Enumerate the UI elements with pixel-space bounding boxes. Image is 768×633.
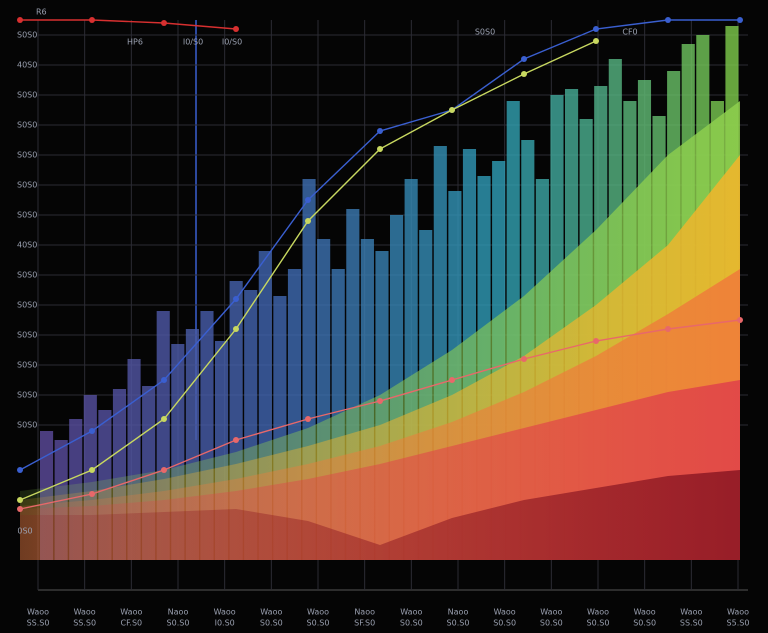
x-tick-label: Naoo [168, 608, 189, 617]
x-tick-label: Waoo [120, 608, 142, 617]
x-tick-label: Waoo [214, 608, 236, 617]
x-tick-label: SS.S0 [680, 619, 703, 628]
x-tick-label: S0.S0 [400, 619, 423, 628]
x-tick-label: Waoo [540, 608, 562, 617]
x-tick-label: SS.S0 [73, 619, 96, 628]
line-point [233, 296, 239, 302]
x-tick-label: SS.S0 [27, 619, 50, 628]
line-point [521, 56, 527, 62]
line-point [305, 197, 311, 203]
line-point [377, 398, 383, 404]
line-point [89, 491, 95, 497]
line-point [233, 26, 239, 32]
line-point [17, 17, 23, 23]
x-tick-label: Waoo [400, 608, 422, 617]
line-point [305, 416, 311, 422]
y-tick-label: S0S0 [17, 331, 37, 340]
line-point [17, 497, 23, 503]
line-point [161, 416, 167, 422]
y-tick-label: S0S0 [17, 301, 37, 310]
line-point [665, 326, 671, 332]
line-point [377, 146, 383, 152]
line-point [521, 71, 527, 77]
x-tick-label: S0.S0 [307, 619, 330, 628]
x-tick-label: Waoo [260, 608, 282, 617]
y-tick-label: S0S0 [17, 361, 37, 370]
x-tick-label: CF.S0 [121, 619, 143, 628]
line-point [161, 20, 167, 26]
line-point [665, 17, 671, 23]
y-tick-label: S0S0 [17, 31, 37, 40]
annotation: I0/S0 [222, 38, 242, 47]
line-point [737, 17, 743, 23]
line-point [737, 317, 743, 323]
annotation: 0S0 [17, 527, 32, 536]
x-tick-label: Waoo [27, 608, 49, 617]
annotation: I0/S0 [183, 38, 203, 47]
y-tick-label: S0S0 [17, 121, 37, 130]
x-tick-label: SF.S0 [354, 619, 375, 628]
y-tick-label: 40S0 [17, 61, 37, 70]
x-tick-label: S0.S0 [167, 619, 190, 628]
annotation: HP6 [127, 38, 143, 47]
x-tick-label: I0.S0 [215, 619, 235, 628]
x-tick-label: S0.S0 [447, 619, 470, 628]
line [20, 19, 237, 30]
x-tick-label: Waoo [587, 608, 609, 617]
x-tick-label: Waoo [307, 608, 329, 617]
y-tick-label: S0S0 [17, 181, 37, 190]
x-tick-label: S0.S0 [587, 619, 610, 628]
line-point [17, 506, 23, 512]
line-point [161, 467, 167, 473]
line-point [17, 467, 23, 473]
annotation: S0S0 [475, 28, 495, 37]
x-tick-label: S0.S0 [260, 619, 283, 628]
x-tick-label: S5.S0 [727, 619, 750, 628]
chart-title: R6 [36, 8, 47, 17]
line-point [305, 218, 311, 224]
annotation: CF0 [622, 28, 637, 37]
line-point [233, 437, 239, 443]
line-point [161, 377, 167, 383]
y-tick-label: S0S0 [17, 211, 37, 220]
line-point [89, 428, 95, 434]
x-tick-label: S0.S0 [493, 619, 516, 628]
line-point [593, 38, 599, 44]
area [20, 470, 740, 560]
x-tick-label: Naoo [354, 608, 375, 617]
line-point [521, 356, 527, 362]
x-tick-label: Waoo [727, 608, 749, 617]
y-tick-label: S0S0 [17, 151, 37, 160]
x-tick-label: S0.S0 [540, 619, 563, 628]
y-tick-label: 40S0 [17, 241, 37, 250]
line-point [377, 128, 383, 134]
x-tick-label: Naoo [448, 608, 469, 617]
line-point [593, 26, 599, 32]
line-point [233, 326, 239, 332]
x-tick-label: Waoo [634, 608, 656, 617]
x-tick-label: Waoo [680, 608, 702, 617]
x-tick-label: S0.S0 [633, 619, 656, 628]
y-tick-label: S0S0 [17, 391, 37, 400]
y-tick-label: S0S0 [17, 421, 37, 430]
line-point [593, 338, 599, 344]
line-point [89, 467, 95, 473]
line-point [449, 107, 455, 113]
y-tick-label: S0S0 [17, 271, 37, 280]
x-tick-label: Waoo [74, 608, 96, 617]
y-tick-label: S0S0 [17, 91, 37, 100]
line-point [449, 377, 455, 383]
line-point [89, 17, 95, 23]
x-tick-label: Waoo [494, 608, 516, 617]
